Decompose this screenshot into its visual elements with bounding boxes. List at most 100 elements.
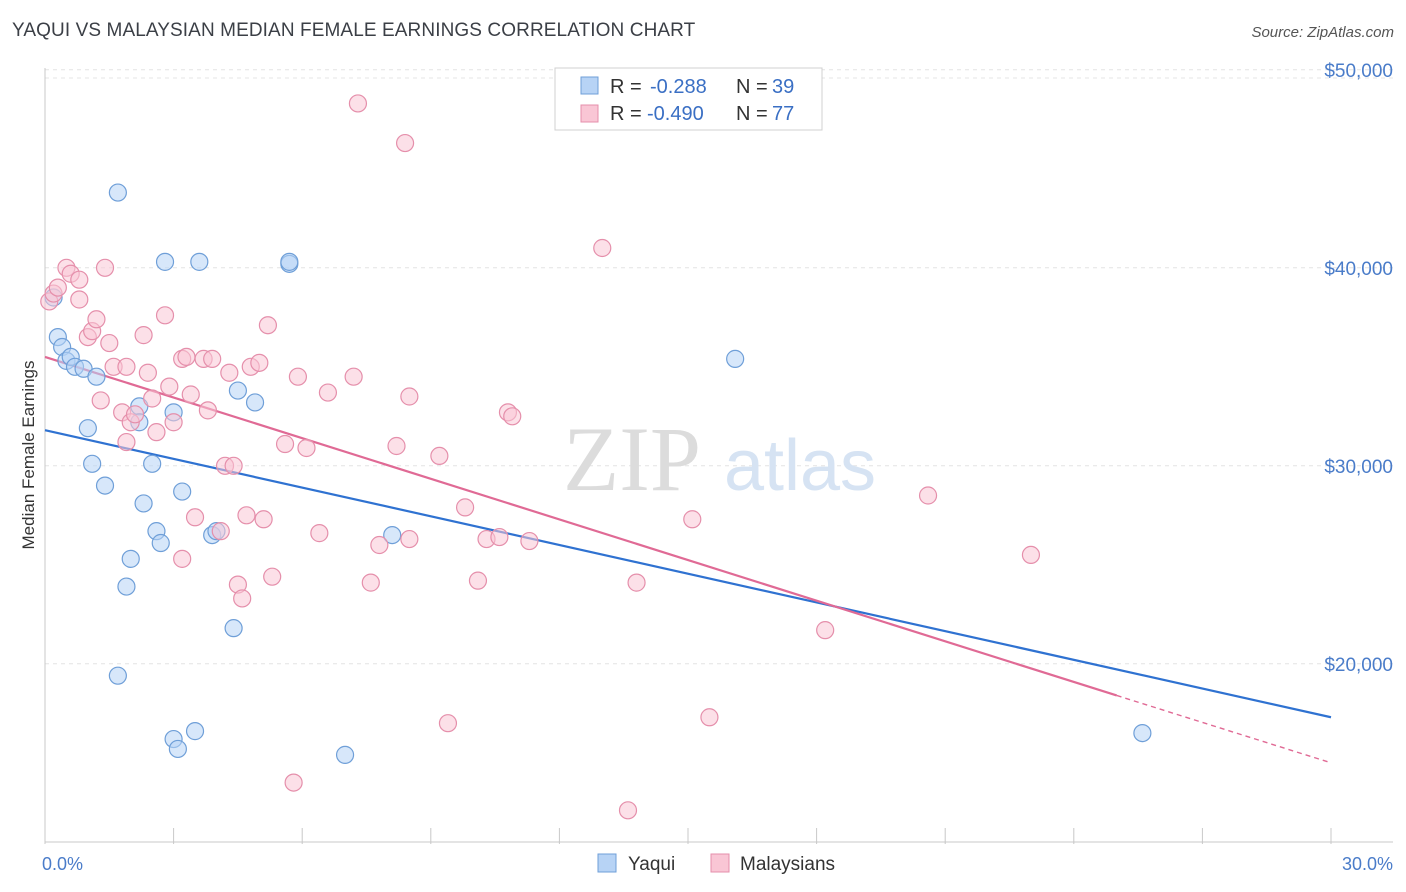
malaysians-point-69	[593, 238, 612, 258]
yaqui-point-18	[121, 549, 140, 568]
bottom-legend-swatch-malaysians	[710, 853, 730, 873]
watermark-atlas: atlas	[724, 426, 876, 506]
malaysians-point-21	[143, 389, 162, 408]
malaysians-point-60	[430, 446, 449, 465]
malaysians-point-62	[455, 498, 475, 517]
malaysians-point-76	[1021, 545, 1041, 565]
x-tick-label-1: 30.0%	[1342, 854, 1393, 874]
malaysians-point-53	[348, 94, 368, 113]
yaqui-point-19	[117, 577, 136, 596]
trendline-malaysians-extension	[1116, 694, 1332, 764]
legend-swatch-malaysians	[580, 104, 599, 123]
yaqui-point-15	[143, 454, 162, 473]
malaysians-point-20	[138, 363, 157, 382]
malaysians-point-40	[237, 506, 256, 525]
legend-r-label-malaysians: R =	[610, 103, 642, 125]
yaqui-point-20	[108, 666, 127, 685]
legend-swatch-yaqui	[580, 76, 599, 95]
malaysians-point-42	[250, 353, 269, 372]
malaysians-point-71	[627, 573, 646, 592]
malaysians-point-43	[254, 510, 273, 529]
malaysians-point-73	[700, 708, 719, 727]
malaysians-point-24	[160, 377, 179, 396]
malaysians-point-33	[203, 349, 222, 368]
malaysians-point-75	[918, 486, 938, 505]
malaysians-point-2	[48, 278, 67, 297]
malaysians-point-16	[117, 432, 136, 452]
yaqui-point-14	[134, 494, 153, 513]
malaysians-point-51	[318, 383, 338, 402]
malaysians-point-9	[87, 310, 106, 329]
malaysians-point-22	[147, 423, 166, 442]
malaysians-point-32	[198, 401, 217, 420]
malaysians-point-55	[370, 535, 389, 555]
malaysians-point-37	[224, 456, 243, 475]
yaqui-point-33	[168, 739, 187, 759]
legend-box	[554, 67, 823, 131]
bottom-legend-yaqui: Yaqui	[628, 854, 675, 875]
yaqui-point-9	[83, 454, 102, 473]
yaqui-point-31	[280, 252, 299, 271]
yaqui-point-36	[383, 525, 402, 545]
malaysians-point-18	[125, 405, 145, 424]
x-tick-labels: 0.0% 30.0%	[42, 854, 1393, 874]
y-tick-label-0: $20,000	[1324, 655, 1393, 676]
malaysians-point-63	[468, 571, 488, 590]
legend-n-value-malaysians: 77	[772, 103, 794, 125]
y-axis-label: Median Female Earnings	[19, 361, 38, 550]
malaysians-point-34	[211, 522, 230, 541]
malaysians-point-39	[233, 589, 252, 608]
malaysians-point-70	[618, 801, 638, 820]
malaysians-point-23	[155, 306, 175, 325]
malaysians-point-19	[134, 326, 153, 345]
bottom-legend-malaysians: Malaysians	[740, 854, 835, 875]
malaysians-point-15	[117, 357, 136, 376]
yaqui-point-21	[155, 252, 175, 271]
malaysians-point-50	[310, 524, 329, 543]
malaysians-point-6	[70, 290, 89, 309]
yaqui-point-17	[151, 533, 170, 553]
legend: R = -0.288 N = 39 R = -0.490 N = 77	[554, 67, 823, 131]
bottom-legend-swatch-yaqui	[597, 853, 617, 873]
malaysians-point-47	[284, 773, 303, 792]
malaysians-point-59	[400, 529, 419, 549]
yaqui-point-10	[95, 476, 115, 495]
yaqui-point-24	[190, 252, 209, 271]
malaysians-point-58	[400, 387, 419, 406]
malaysians-point-12	[100, 333, 119, 353]
malaysians-point-11	[95, 258, 115, 277]
yaqui-point-35	[335, 745, 355, 764]
malaysians-point-67	[503, 407, 522, 426]
legend-n-value-yaqui: 39	[772, 76, 794, 98]
yaqui-point-37	[726, 349, 745, 368]
source-note: Source: ZipAtlas.com	[1251, 24, 1394, 41]
malaysians-point-48	[288, 367, 308, 386]
y-tick-label-2: $40,000	[1324, 259, 1393, 280]
trendline-yaqui	[44, 429, 1332, 719]
bottom-legend: Yaqui Malaysians	[597, 853, 835, 875]
legend-n-label-yaqui: N =	[736, 76, 768, 98]
yaqui-point-38	[1133, 723, 1152, 743]
legend-n-label-malaysians: N =	[736, 103, 768, 125]
malaysians-point-29	[181, 385, 200, 404]
malaysians-point-65	[490, 527, 509, 547]
malaysians-point-61	[438, 714, 458, 733]
y-tick-label-3: $50,000	[1324, 61, 1393, 82]
malaysians-point-28	[177, 347, 196, 366]
malaysians-point-57	[395, 133, 415, 153]
malaysians-point-56	[387, 436, 406, 456]
malaysians-point-5	[70, 270, 89, 289]
malaysians-point-49	[297, 438, 316, 458]
malaysians-point-27	[173, 549, 192, 568]
yaqui-point-29	[245, 393, 265, 412]
watermark: ZIP atlas	[563, 408, 876, 510]
y-tick-labels: $20,000 $30,000 $40,000 $50,000	[1324, 61, 1393, 676]
malaysians-point-72	[683, 510, 702, 529]
malaysians-point-46	[275, 434, 295, 454]
malaysians-point-10	[91, 391, 110, 410]
legend-r-value-yaqui: -0.288	[650, 76, 707, 98]
malaysians-point-54	[361, 573, 380, 592]
yaqui-point-8	[78, 419, 97, 438]
malaysians-point-25	[164, 413, 183, 432]
